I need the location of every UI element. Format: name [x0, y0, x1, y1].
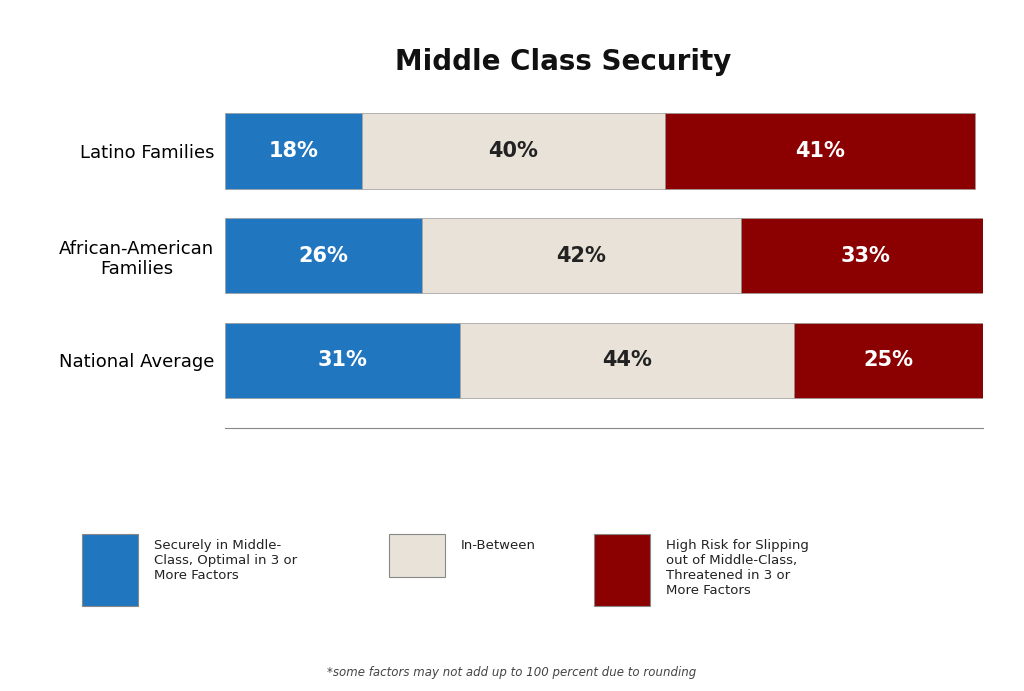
Text: 31%: 31%: [317, 350, 368, 370]
Text: In-Between: In-Between: [461, 539, 536, 551]
Text: 42%: 42%: [556, 246, 606, 265]
Text: 41%: 41%: [796, 141, 845, 161]
Text: *some factors may not add up to 100 percent due to rounding: *some factors may not add up to 100 perc…: [328, 667, 696, 679]
Text: 25%: 25%: [863, 350, 913, 370]
Bar: [225, 323, 460, 398]
Bar: [460, 323, 794, 398]
Text: High Risk for Slipping
out of Middle-Class,
Threatened in 3 or
More Factors: High Risk for Slipping out of Middle-Cla…: [666, 539, 809, 596]
Text: 40%: 40%: [488, 141, 539, 161]
FancyBboxPatch shape: [389, 533, 445, 578]
Bar: [794, 323, 983, 398]
Text: Middle Class Security: Middle Class Security: [395, 48, 731, 77]
FancyBboxPatch shape: [82, 533, 138, 607]
Text: 26%: 26%: [299, 246, 349, 265]
Text: 44%: 44%: [602, 350, 652, 370]
Text: 33%: 33%: [841, 246, 891, 265]
Bar: [361, 113, 665, 189]
Bar: [225, 113, 361, 189]
Bar: [225, 218, 422, 294]
Text: Securely in Middle-
Class, Optimal in 3 or
More Factors: Securely in Middle- Class, Optimal in 3 …: [154, 539, 297, 582]
Bar: [422, 218, 740, 294]
Bar: [740, 218, 990, 294]
Bar: [665, 113, 976, 189]
Text: 18%: 18%: [268, 141, 318, 161]
FancyBboxPatch shape: [594, 533, 650, 607]
